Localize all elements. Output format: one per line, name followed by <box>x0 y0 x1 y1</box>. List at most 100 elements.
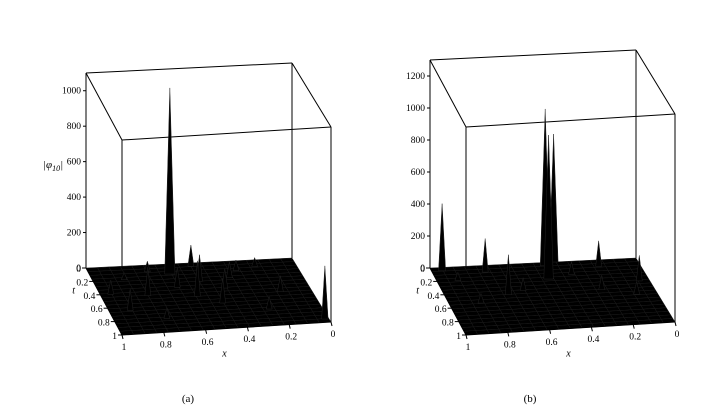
peak <box>219 278 226 304</box>
plot-box <box>85 62 332 335</box>
box-edge <box>429 59 467 128</box>
x-tick <box>507 332 510 337</box>
box-edge <box>85 62 293 74</box>
t-tick-label: 0.6 <box>91 305 103 315</box>
t-axis-label: t <box>416 285 419 296</box>
t-tick-label: 1 <box>112 332 117 342</box>
x-tick <box>288 324 291 329</box>
x-tick-label: 0.8 <box>504 340 516 350</box>
x-tick <box>590 327 593 332</box>
z-tick-label: 0 <box>76 264 81 274</box>
x-tick-label: 0 <box>331 330 336 340</box>
z-tick-label: 600 <box>411 168 426 178</box>
x-tick <box>163 332 166 337</box>
axis-x-line <box>465 321 676 336</box>
z-tick-label: 200 <box>67 229 82 239</box>
axis-x-line <box>121 321 332 336</box>
peak <box>107 280 115 295</box>
peak <box>519 277 527 291</box>
peak <box>120 272 128 281</box>
peak <box>226 261 233 279</box>
x-axis-label: x <box>221 349 227 360</box>
t-tick-label: 0.4 <box>428 292 440 302</box>
x-tick-label: 0.2 <box>629 333 641 343</box>
x-tick-label: 0.4 <box>243 335 255 345</box>
t-tick-label: 0.2 <box>76 278 88 288</box>
peak <box>454 271 462 281</box>
x-tick-label: 1 <box>122 343 127 353</box>
t-axis: 0 0.2 0.4 0.6 0.81 <box>420 265 466 342</box>
surface <box>85 257 332 336</box>
t-tick-label: 0.2 <box>420 278 432 288</box>
panel-caption: (b) <box>524 393 537 405</box>
t-tick-label: 0 <box>420 265 425 275</box>
z-tick-label: 1000 <box>62 87 81 97</box>
peak <box>633 281 641 295</box>
x-tick <box>205 329 208 334</box>
z-tick-label: 400 <box>411 200 426 210</box>
axis-t-line <box>429 267 467 336</box>
x-tick <box>632 324 635 329</box>
box-edge <box>465 113 676 128</box>
z-axis: 0 200 400 600 800 1000 1200 <box>406 72 430 274</box>
peak <box>265 296 273 310</box>
x-axis: 1 0.8 0.6 0.4 0.2 0 <box>465 321 680 353</box>
z-axis: 0 200 400 600 800 1000 <box>62 87 86 274</box>
axis-t-line <box>85 267 123 336</box>
peak <box>321 265 329 320</box>
panel-caption: (a) <box>182 393 195 405</box>
x-axis: 1 0.8 0.6 0.4 0.2 0 <box>121 321 336 353</box>
peak <box>543 135 554 280</box>
box-edge <box>635 49 676 115</box>
z-tick-label: 800 <box>67 122 82 132</box>
box-front <box>429 267 676 336</box>
t-axis-label: t <box>72 285 75 296</box>
x-tick <box>121 334 124 340</box>
peak <box>232 259 240 271</box>
box-edge <box>85 72 123 141</box>
z-tick-label: 600 <box>67 158 82 168</box>
x-tick-label: 0.4 <box>587 335 599 345</box>
peak <box>568 261 575 275</box>
peak <box>636 255 643 282</box>
x-tick-label: 0.6 <box>202 338 214 348</box>
peak <box>505 254 512 295</box>
peak <box>144 267 152 296</box>
z-tick-label: 200 <box>411 232 426 242</box>
z-tick-label: 800 <box>411 136 426 146</box>
z-axis-label: |φ10| <box>43 159 63 173</box>
peak <box>595 240 602 267</box>
peak <box>481 238 489 273</box>
peaks <box>107 87 329 320</box>
peak <box>277 275 284 292</box>
x-tick <box>330 321 333 327</box>
x-tick-label: 0 <box>675 330 680 340</box>
t-tick-label: 0.8 <box>442 319 454 329</box>
z-tick-label: 1000 <box>406 104 425 114</box>
peak <box>173 267 181 288</box>
box-edge <box>429 49 637 61</box>
peak <box>164 87 176 275</box>
x-tick-label: 0.6 <box>546 338 558 348</box>
t-tick-label: 0.4 <box>84 292 96 302</box>
x-tick <box>246 327 249 332</box>
box-front <box>85 267 332 336</box>
x-tick <box>465 334 468 340</box>
peak <box>477 292 485 304</box>
peak <box>194 260 201 297</box>
z-tick-label: 0 <box>420 264 425 274</box>
x-tick <box>674 321 677 327</box>
x-tick-label: 1 <box>466 343 471 353</box>
peak <box>438 203 446 272</box>
peak <box>187 244 195 267</box>
t-tick-label: 1 <box>456 332 461 342</box>
plot-box <box>429 49 676 335</box>
x-tick <box>549 329 552 334</box>
box-edge <box>291 62 332 128</box>
peak <box>126 289 134 311</box>
peak <box>251 256 258 267</box>
t-axis: 0 0.2 0.4 0.6 0.81 <box>76 265 122 342</box>
t-tick-label: 0 <box>76 265 81 275</box>
